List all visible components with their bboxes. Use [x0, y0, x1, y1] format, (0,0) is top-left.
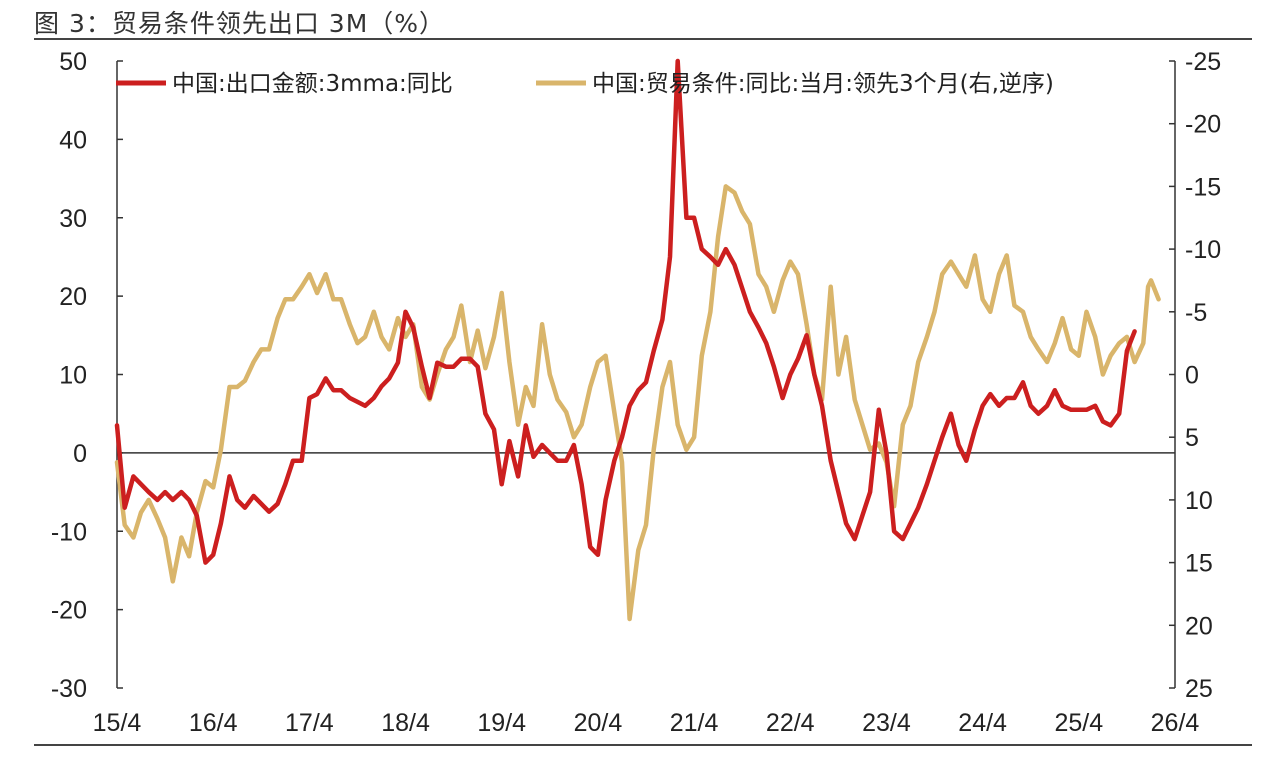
top-rule [34, 38, 1252, 40]
right-tick-label: -20 [1185, 111, 1221, 139]
x-tick-label: 21/4 [670, 709, 719, 737]
x-tick-label: 26/4 [1151, 709, 1200, 737]
right-tick-label: 0 [1185, 362, 1199, 390]
x-tick-label: 18/4 [381, 709, 430, 737]
x-tick-label: 16/4 [189, 709, 238, 737]
legend-label-0: 中国:出口金额:3mma:同比 [172, 71, 453, 97]
left-tick-label: -30 [51, 675, 87, 703]
left-tick-label: 0 [73, 440, 87, 468]
right-tick-label: 20 [1185, 612, 1213, 640]
right-tick-label: -5 [1185, 299, 1207, 327]
left-tick-label: 40 [59, 126, 87, 154]
axes: 50 40 30 20 10 0 -10 -20 -30 -25 -20 -15 -10 -5 0 5 10 15… [51, 48, 1221, 737]
left-tick-label: 10 [59, 362, 87, 390]
series-line-export-value [114, 58, 1137, 565]
x-tick-label: 19/4 [477, 709, 526, 737]
x-tick-label: 17/4 [285, 709, 334, 737]
right-tick-label: -10 [1185, 236, 1221, 264]
left-tick-label: -20 [51, 597, 87, 625]
x-tick-label: 15/4 [93, 709, 142, 737]
left-tick-label: 20 [59, 283, 87, 311]
right-tick-label: 10 [1185, 487, 1213, 515]
legend: 中国:出口金额:3mma:同比 中国:贸易条件:同比:当月:领先3个月(右,逆序) [116, 71, 1054, 97]
x-tick-label: 25/4 [1054, 709, 1103, 737]
legend-label-1: 中国:贸易条件:同比:当月:领先3个月(右,逆序) [592, 71, 1054, 97]
right-tick-label: -25 [1185, 48, 1221, 76]
x-tick-label: 23/4 [862, 709, 911, 737]
x-tick-label: 24/4 [958, 709, 1007, 737]
series-layer [114, 58, 1161, 622]
chart-title: 图 3：贸易条件领先出口 3M（%） [34, 9, 446, 38]
bottom-rule [34, 744, 1252, 746]
x-tick-label: 20/4 [574, 709, 623, 737]
left-tick-label: 50 [59, 48, 87, 76]
series-line-terms-of-trade [114, 184, 1161, 622]
right-tick-label: 15 [1185, 550, 1213, 578]
left-tick-label: -10 [51, 518, 87, 546]
right-tick-label: 5 [1185, 424, 1199, 452]
left-tick-label: 30 [59, 205, 87, 233]
x-tick-label: 22/4 [766, 709, 815, 737]
right-tick-label: 25 [1185, 675, 1213, 703]
right-tick-label: -15 [1185, 173, 1221, 201]
